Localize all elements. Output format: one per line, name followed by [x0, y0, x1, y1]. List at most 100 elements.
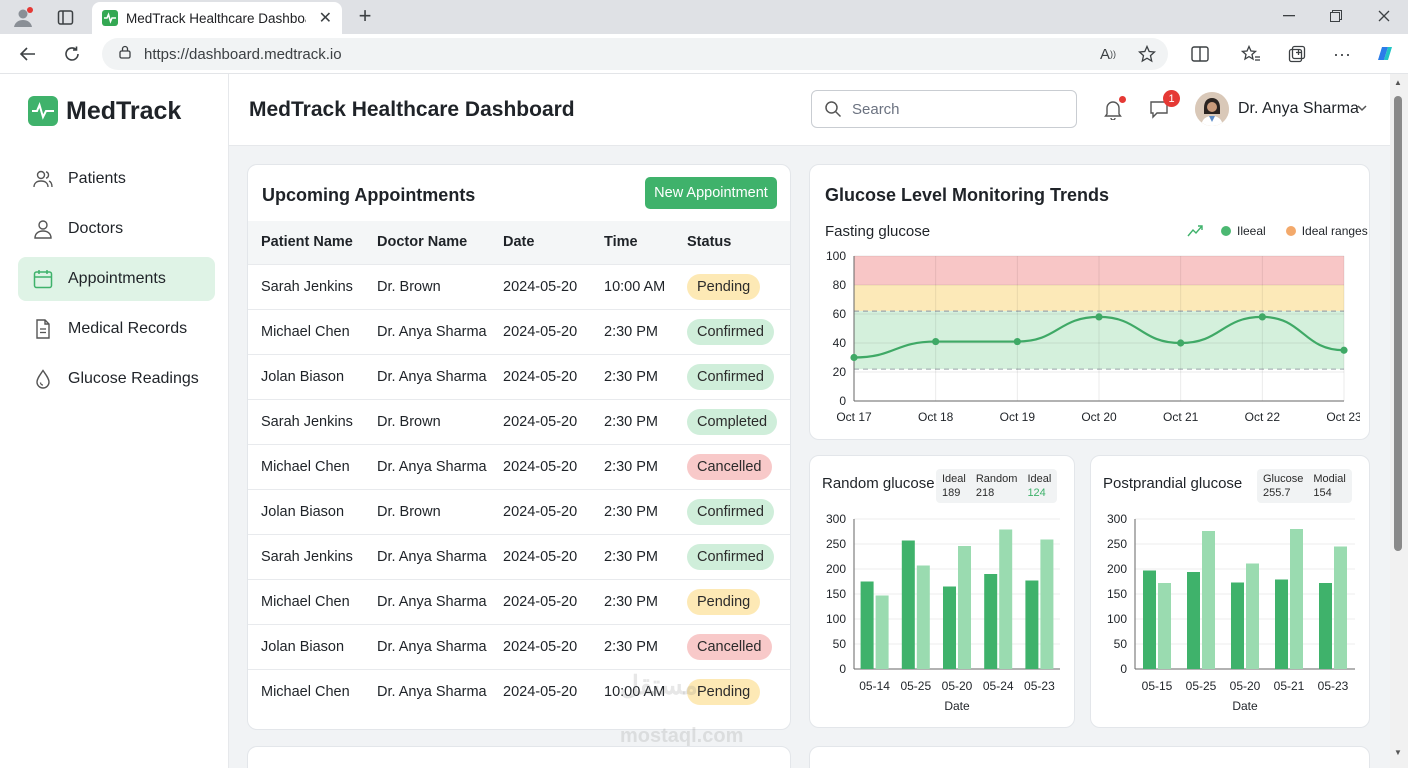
cell-doctor: Dr. Anya Sharma [364, 308, 490, 354]
messages-button[interactable]: 1 [1146, 90, 1180, 122]
column-header[interactable]: Doctor Name [364, 221, 490, 264]
column-header[interactable]: Time [591, 221, 674, 264]
collections-icon[interactable] [1285, 42, 1309, 66]
watermark-arabic: مستقل [620, 670, 698, 700]
sidebar-item-appointments[interactable]: Appointments [18, 257, 215, 301]
table-row[interactable]: Jolan Biason Dr. Brown 2024-05-20 2:30 PM Co… [248, 488, 790, 534]
bar [1319, 583, 1332, 669]
table-row[interactable]: Michael Chen Dr. Anya Sharma 2024-05-20 2:3… [248, 308, 790, 354]
table-row[interactable]: Jolan Biason Dr. Anya Sharma 2024-05-20 2:3… [248, 353, 790, 399]
browser-tab-bar: MedTrack Healthcare Dashboard ✕ + [0, 0, 1408, 34]
search-input[interactable] [852, 100, 1052, 118]
sidebar-item-glucose-readings[interactable]: Glucose Readings [18, 357, 215, 401]
sidebar-item-label: Appointments [68, 270, 166, 287]
scroll-down-icon[interactable]: ▼ [1394, 748, 1402, 757]
legend-dot [1221, 226, 1231, 236]
notification-dot [1119, 96, 1126, 103]
read-aloud-icon[interactable]: A)) [1099, 45, 1116, 63]
cell-time: 2:30 PM [591, 398, 674, 444]
status-badge: Confirmed [687, 318, 774, 345]
cell-patient: Jolan Biason [248, 488, 364, 534]
y-tick-label: 0 [839, 394, 846, 408]
tab-actions-icon[interactable] [54, 6, 76, 28]
close-tab-icon[interactable]: ✕ [318, 10, 332, 27]
new-tab-icon[interactable]: + [358, 3, 372, 28]
bar [901, 540, 915, 669]
page-scrollbar[interactable]: ▲ ▼ [1390, 74, 1408, 768]
browser-tab[interactable]: MedTrack Healthcare Dashboard ✕ [92, 2, 342, 34]
column-header[interactable]: Date [490, 221, 591, 264]
x-tick-label: Oct 22 [1245, 410, 1281, 424]
y-tick-label: 200 [826, 562, 846, 576]
minimize-icon[interactable] [1278, 5, 1300, 27]
glucose-trends-card: Glucose Level Monitoring Trends Fasting … [809, 164, 1370, 440]
x-tick-label: 05-20 [942, 679, 973, 693]
stat-item: Ideal 124 [1027, 473, 1052, 499]
lock-icon[interactable] [118, 45, 132, 64]
cell-doctor: Dr. Anya Sharma [364, 353, 490, 399]
copilot-icon[interactable] [1372, 42, 1396, 66]
cell-date: 2024-05-20 [490, 623, 591, 669]
profile-icon[interactable] [10, 5, 36, 29]
x-tick-label: 05-15 [1142, 679, 1173, 693]
page-title: MedTrack Healthcare Dashboard [249, 98, 575, 121]
cell-date: 2024-05-20 [490, 263, 591, 309]
bar [1040, 539, 1054, 669]
table-row[interactable]: Michael Chen Dr. Anya Sharma 2024-05-20 2:3… [248, 578, 790, 624]
restore-icon[interactable] [1325, 5, 1347, 27]
x-tick-label: 05-25 [900, 679, 931, 693]
favorite-star-icon[interactable] [1135, 42, 1159, 66]
back-icon[interactable] [16, 42, 40, 66]
sidebar-item-label: Patients [68, 170, 126, 187]
avatar[interactable] [1195, 92, 1229, 126]
fasting-chart-title: Fasting glucose [825, 223, 931, 240]
medtrack-favicon-icon [102, 10, 118, 26]
data-point [850, 353, 858, 362]
reload-icon[interactable] [60, 42, 84, 66]
search-box[interactable] [811, 90, 1077, 128]
table-row[interactable]: Sarah Jenkins Dr. Brown 2024-05-20 2:30 PM C… [248, 398, 790, 444]
scrollbar-thumb[interactable] [1394, 96, 1402, 551]
cell-doctor: Dr. Anya Sharma [364, 443, 490, 489]
more-options-icon[interactable]: ··· [1333, 43, 1351, 64]
x-axis-title: Date [1232, 699, 1258, 713]
new-appointment-button[interactable]: New Appointment [645, 177, 777, 209]
table-row[interactable]: Jolan Biason Dr. Anya Sharma 2024-05-20 2:3… [248, 623, 790, 669]
search-icon [825, 101, 842, 118]
data-point [1013, 337, 1021, 346]
user-name[interactable]: Dr. Anya Sharma [1238, 100, 1359, 117]
cell-doctor: Dr. Anya Sharma [364, 533, 490, 579]
bell-icon [1104, 101, 1122, 120]
y-tick-label: 250 [1107, 537, 1127, 551]
table-row[interactable]: Sarah Jenkins Dr. Anya Sharma 2024-05-20 2:… [248, 533, 790, 579]
close-window-icon[interactable] [1373, 5, 1395, 27]
cell-doctor: Dr. Brown [364, 398, 490, 444]
legend-dot [1285, 226, 1296, 236]
chevron-down-icon[interactable] [1356, 102, 1368, 114]
table-row[interactable]: Michael Chen Dr. Anya Sharma 2024-05-20 10:… [248, 668, 790, 714]
cell-date: 2024-05-20 [490, 443, 591, 489]
column-header[interactable]: Status [674, 221, 790, 264]
random-glucose-chart: 0 50 100 150 200 250 300 05-14 05-25 05-20 05-24 05… [826, 512, 1060, 713]
notifications-button[interactable] [1100, 96, 1126, 122]
x-tick-label: Oct 21 [1163, 410, 1199, 424]
bar [1290, 529, 1303, 669]
brand[interactable]: MedTrack [28, 96, 181, 126]
browser-address-bar: https://dashboard.medtrack.io A)) ··· [0, 34, 1408, 74]
sidebar-item-doctors[interactable]: Doctors [18, 207, 215, 251]
table-row[interactable]: Michael Chen Dr. Anya Sharma 2024-05-20 2:3… [248, 443, 790, 489]
sidebar-item-medical-records[interactable]: Medical Records [18, 307, 215, 351]
url-field[interactable]: https://dashboard.medtrack.io [102, 38, 1168, 70]
favorites-icon[interactable] [1239, 42, 1263, 66]
bar [916, 565, 930, 669]
split-screen-icon[interactable] [1188, 42, 1212, 66]
x-tick-label: 05-23 [1318, 679, 1349, 693]
cell-patient: Michael Chen [248, 443, 364, 489]
cell-patient: Sarah Jenkins [248, 533, 364, 579]
scroll-up-icon[interactable]: ▲ [1394, 78, 1402, 87]
bar [1187, 572, 1200, 669]
sidebar-item-patients[interactable]: Patients [18, 157, 215, 201]
postprandial-chart-title: Postprandial glucose [1103, 475, 1243, 492]
column-header[interactable]: Patient Name [248, 221, 364, 264]
table-row[interactable]: Sarah Jenkins Dr. Brown 2024-05-20 10:00 AM… [248, 263, 790, 309]
